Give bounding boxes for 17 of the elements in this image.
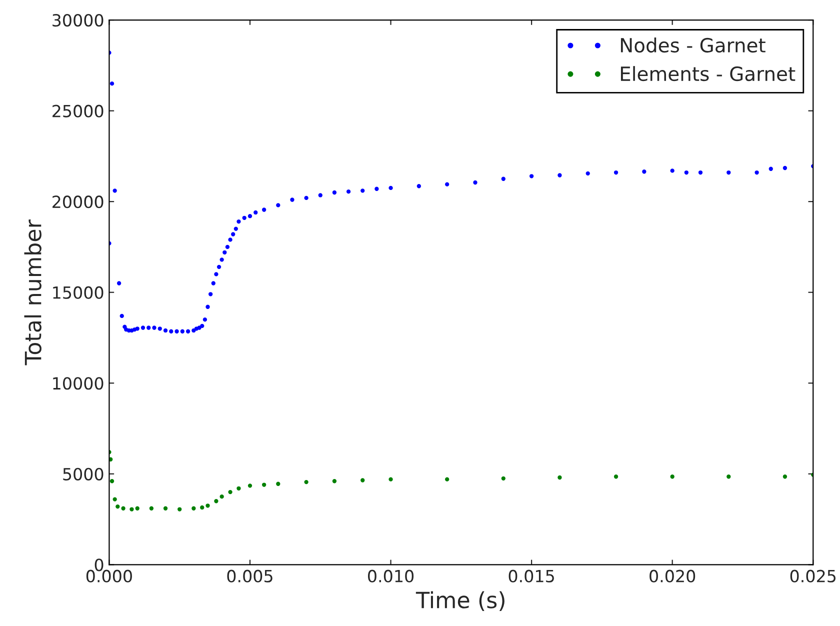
x-tick-label: 0.005	[227, 570, 272, 582]
legend-label: Elements - Garnet	[620, 66, 796, 82]
y-tick-label: 30000	[52, 14, 104, 27]
y-tick-label: 15000	[53, 286, 104, 299]
y-tick-label: 5000	[63, 468, 104, 480]
x-tick-label: 0.000	[86, 570, 132, 582]
x-tick-label: 0.020	[650, 570, 696, 582]
y-tick-label: 25000	[52, 104, 104, 118]
y-axis-title: Total number	[24, 219, 42, 366]
y-tick-label: 20000	[52, 196, 104, 208]
x-tick-label: 0.025	[790, 570, 836, 582]
y-tick-label: 10000	[53, 377, 104, 390]
x-tick-label: 0.015	[508, 570, 554, 582]
y-tick-label: 0	[94, 558, 104, 572]
legend-label: Nodes - Garnet	[620, 38, 766, 53]
x-tick-label: 0.010	[368, 570, 414, 582]
x-axis-title: Time (s)	[416, 591, 504, 612]
